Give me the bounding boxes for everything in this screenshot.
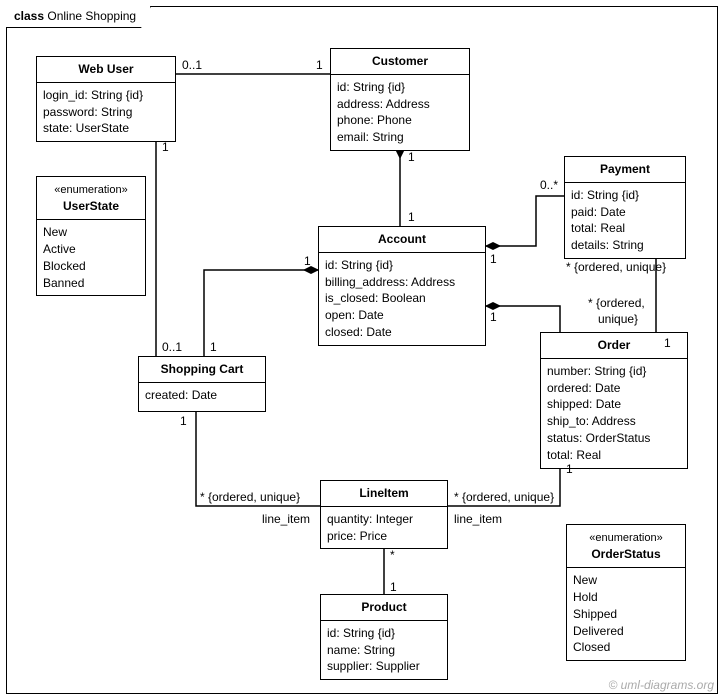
attr: supplier: Supplier xyxy=(327,658,441,675)
edge-label: 1 xyxy=(408,150,415,164)
attr: paid: Date xyxy=(571,204,679,221)
literal: Closed xyxy=(573,639,679,656)
edge-label: * {ordered, xyxy=(588,296,645,310)
attr: number: String {id} xyxy=(547,363,681,380)
attr: id: String {id} xyxy=(571,187,679,204)
class-name: LineItem xyxy=(321,481,447,506)
attr: quantity: Integer xyxy=(327,511,441,528)
literal: Hold xyxy=(573,589,679,606)
class-attributes: quantity: Integer price: Price xyxy=(321,506,447,549)
class-attributes: number: String {id} ordered: Date shippe… xyxy=(541,358,687,468)
edge-label: * {ordered, unique} xyxy=(454,490,554,504)
attr: is_closed: Boolean xyxy=(325,290,479,307)
edge-label: 1 xyxy=(210,340,217,354)
edge-label: 0..1 xyxy=(162,340,182,354)
class-literals: New Hold Shipped Delivered Closed xyxy=(567,567,685,660)
literal: Delivered xyxy=(573,623,679,640)
edge-label: line_item xyxy=(454,512,502,526)
attr: id: String {id} xyxy=(325,257,479,274)
class-attributes: login_id: String {id} password: String s… xyxy=(37,82,175,141)
class-attributes: id: String {id} paid: Date total: Real d… xyxy=(565,182,685,258)
class-attributes: id: String {id} billing_address: Address… xyxy=(319,252,485,345)
class-user-state: «enumeration» UserState New Active Block… xyxy=(36,176,146,296)
attr: state: UserState xyxy=(43,120,169,137)
edge-label: 1 xyxy=(316,58,323,72)
class-header: «enumeration» UserState xyxy=(37,177,145,219)
literal: New xyxy=(573,572,679,589)
attr: status: OrderStatus xyxy=(547,430,681,447)
edge-label: 1 xyxy=(304,254,311,268)
class-name: OrderStatus xyxy=(573,546,679,563)
attr: password: String xyxy=(43,104,169,121)
edge-label: 1 xyxy=(390,580,397,594)
class-line-item: LineItem quantity: Integer price: Price xyxy=(320,480,448,549)
edge-label: line_item xyxy=(262,512,310,526)
class-literals: New Active Blocked Banned xyxy=(37,219,145,295)
class-product: Product id: String {id} name: String sup… xyxy=(320,594,448,680)
class-name: Customer xyxy=(331,49,469,74)
class-order-status: «enumeration» OrderStatus New Hold Shipp… xyxy=(566,524,686,661)
class-name: Payment xyxy=(565,157,685,182)
edge-label: unique} xyxy=(598,312,638,326)
edge-label: * {ordered, unique} xyxy=(566,260,666,274)
edge-label: * xyxy=(390,548,395,562)
class-attributes: id: String {id} name: String supplier: S… xyxy=(321,620,447,679)
attr: address: Address xyxy=(337,96,463,113)
attr: ordered: Date xyxy=(547,380,681,397)
frame-label-prefix: class xyxy=(14,9,44,23)
class-attributes: id: String {id} address: Address phone: … xyxy=(331,74,469,150)
class-order: Order number: String {id} ordered: Date … xyxy=(540,332,688,469)
class-payment: Payment id: String {id} paid: Date total… xyxy=(564,156,686,259)
class-customer: Customer id: String {id} address: Addres… xyxy=(330,48,470,151)
attr: id: String {id} xyxy=(337,79,463,96)
attr: name: String xyxy=(327,642,441,659)
class-shopping-cart: Shopping Cart created: Date xyxy=(138,356,266,412)
edge-label: 1 xyxy=(490,310,497,324)
diagram-stage: class Online Shopping Web User login_id:… xyxy=(0,0,724,700)
diagram-frame-label: class Online Shopping xyxy=(6,6,151,28)
attr: created: Date xyxy=(145,387,259,404)
edge-label: 1 xyxy=(162,140,169,154)
class-account: Account id: String {id} billing_address:… xyxy=(318,226,486,346)
stereotype: «enumeration» xyxy=(43,181,139,198)
edge-label: 1 xyxy=(408,210,415,224)
edge-label: 0..* xyxy=(540,178,558,192)
literal: Blocked xyxy=(43,258,139,275)
literal: New xyxy=(43,224,139,241)
class-name: Web User xyxy=(37,57,175,82)
watermark: © uml-diagrams.org xyxy=(608,678,714,692)
class-name: Shopping Cart xyxy=(139,357,265,382)
literal: Banned xyxy=(43,275,139,292)
class-attributes: created: Date xyxy=(139,382,265,408)
edge-label: 0..1 xyxy=(182,58,202,72)
class-name: UserState xyxy=(43,198,139,215)
literal: Shipped xyxy=(573,606,679,623)
attr: phone: Phone xyxy=(337,112,463,129)
attr: shipped: Date xyxy=(547,396,681,413)
edge-label: 1 xyxy=(180,414,187,428)
attr: billing_address: Address xyxy=(325,274,479,291)
edge-label: 1 xyxy=(490,252,497,266)
attr: closed: Date xyxy=(325,324,479,341)
attr: total: Real xyxy=(571,220,679,237)
attr: login_id: String {id} xyxy=(43,87,169,104)
edge-label: 1 xyxy=(566,462,573,476)
attr: open: Date xyxy=(325,307,479,324)
attr: id: String {id} xyxy=(327,625,441,642)
class-name: Product xyxy=(321,595,447,620)
literal: Active xyxy=(43,241,139,258)
stereotype: «enumeration» xyxy=(573,529,679,546)
attr: email: String xyxy=(337,129,463,146)
attr: details: String xyxy=(571,237,679,254)
class-header: «enumeration» OrderStatus xyxy=(567,525,685,567)
edge-label: * {ordered, unique} xyxy=(200,490,300,504)
edge-label: 1 xyxy=(664,336,671,350)
class-web-user: Web User login_id: String {id} password:… xyxy=(36,56,176,142)
class-name: Account xyxy=(319,227,485,252)
attr: price: Price xyxy=(327,528,441,545)
attr: ship_to: Address xyxy=(547,413,681,430)
frame-label-name: Online Shopping xyxy=(47,9,136,23)
